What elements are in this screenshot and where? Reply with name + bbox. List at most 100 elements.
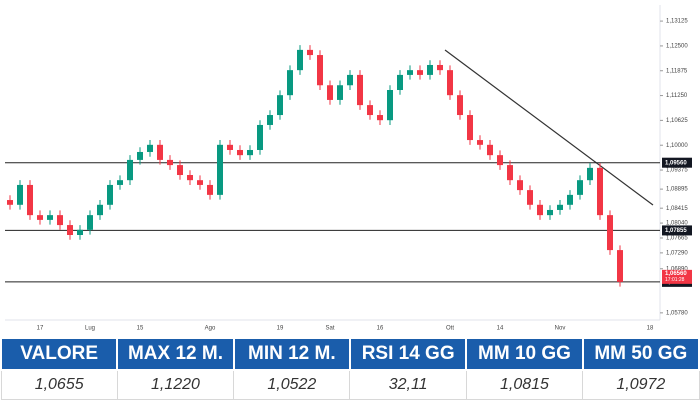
- x-tick-label: 19: [277, 326, 284, 332]
- candle-body: [267, 115, 273, 125]
- y-tick-label: 1,07665: [666, 236, 688, 242]
- candle-body: [437, 64, 443, 71]
- candle-body: [87, 215, 93, 230]
- x-tick-label: 15: [137, 326, 144, 332]
- x-tick-label: Ott: [446, 326, 454, 332]
- candle-body: [477, 140, 483, 145]
- y-tick-label: 1,13125: [666, 19, 688, 25]
- value-cell: 1,0655: [0, 369, 118, 400]
- candle-body: [57, 215, 63, 226]
- candle-body: [67, 225, 73, 235]
- candle-body: [117, 180, 123, 185]
- candle-body: [317, 55, 323, 86]
- header-cell: VALORE: [0, 337, 119, 371]
- chart: 1,13125 1,12500 1,11875 1,11250 1,10625 1,100…: [5, 5, 692, 332]
- candle-body: [17, 184, 23, 205]
- level-tag: [662, 157, 692, 168]
- candle-body: [197, 180, 203, 185]
- candle-body: [257, 124, 263, 150]
- candle-body: [167, 159, 173, 166]
- candle-body: [527, 190, 533, 205]
- candle-body: [247, 149, 253, 156]
- candle-body: [607, 215, 613, 251]
- y-tick-label: 1,11875: [666, 68, 688, 74]
- level-tag: [662, 225, 692, 236]
- candle-body: [207, 184, 213, 195]
- candle-body: [77, 229, 83, 235]
- candle-body: [27, 184, 33, 216]
- header-row: VALORE MAX 12 M. MIN 12 M. RSI 14 GG MM …: [0, 337, 700, 371]
- candle-body: [427, 64, 433, 75]
- candle-body: [297, 49, 303, 71]
- level-label: 1,09560: [665, 160, 687, 166]
- candle-body: [47, 215, 53, 220]
- candle-body: [447, 70, 453, 96]
- candle-body: [597, 167, 603, 216]
- candle-body: [497, 155, 503, 166]
- candle-body: [507, 165, 513, 181]
- candle-body: [37, 215, 43, 220]
- y-tick-label: 1,08040: [666, 221, 688, 227]
- y-tick-label: 1,10000: [666, 143, 688, 149]
- candle-body: [467, 115, 473, 141]
- candle-body: [367, 105, 373, 116]
- candle-body: [287, 70, 293, 96]
- y-tick-label: 1,07290: [666, 250, 688, 256]
- header-cell: RSI 14 GG: [348, 337, 468, 371]
- candle-body: [567, 194, 573, 205]
- candle-body: [347, 74, 353, 86]
- y-tick-label: 1,05780: [666, 310, 688, 316]
- trend-line: [444, 49, 654, 206]
- candle-body: [177, 165, 183, 176]
- x-tick-label: Nov: [555, 326, 566, 332]
- value-row: 1,0655 1,1220 1,0522 32,11 1,0815 1,0972: [0, 369, 700, 400]
- candle-body: [107, 184, 113, 205]
- x-tick-label: 17: [37, 326, 44, 332]
- value-cell: 32,11: [349, 369, 467, 400]
- y-tick-label: 1,09375: [666, 168, 688, 174]
- candle-body: [187, 175, 193, 181]
- candle-body: [327, 85, 333, 100]
- countdown: 17:01:28: [665, 277, 685, 283]
- candle-body: [7, 200, 13, 205]
- candle-body: [547, 209, 553, 216]
- candle-body: [387, 90, 393, 121]
- y-tick-label: 1,08895: [666, 187, 688, 193]
- value-cell: 1,0522: [233, 369, 351, 400]
- value-cell: 1,0815: [465, 369, 584, 400]
- x-tick-label: Lug: [85, 326, 95, 332]
- candle-body: [337, 85, 343, 100]
- candle-body: [407, 70, 413, 75]
- candle-body: [487, 144, 493, 156]
- y-tick-label: 1,11250: [666, 93, 688, 99]
- header-cell: MIN 12 M.: [232, 337, 351, 371]
- candle-body: [307, 49, 313, 56]
- header-cell: MAX 12 M.: [116, 337, 235, 371]
- candle-body: [537, 204, 543, 216]
- candle-body: [217, 144, 223, 195]
- header-cell: MM 10 GG: [465, 337, 584, 371]
- last-price-tag: [662, 269, 692, 284]
- candle-body: [617, 250, 623, 282]
- candle-body: [227, 144, 233, 150]
- candle-body: [587, 167, 593, 181]
- candle-body: [517, 180, 523, 191]
- x-tick-label: Sat: [325, 326, 334, 332]
- candle-body: [277, 95, 283, 116]
- value-cell: 1,1220: [116, 369, 235, 400]
- x-tick-label: 16: [377, 326, 384, 332]
- candle-body: [127, 159, 133, 181]
- level-label: 1,07855: [665, 228, 687, 234]
- candle-body: [457, 95, 463, 116]
- header-cell: MM 50 GG: [581, 337, 700, 371]
- last-price-label: 1,06560: [665, 271, 687, 277]
- stats-table: VALORE MAX 12 M. MIN 12 M. RSI 14 GG MM …: [0, 337, 700, 400]
- candle-body: [237, 149, 243, 156]
- y-tick-label: 1,06890: [666, 266, 688, 272]
- x-tick-label: Ago: [205, 326, 216, 332]
- candle-body: [147, 144, 153, 152]
- candle-body: [137, 151, 143, 160]
- candle-body: [97, 204, 103, 216]
- candle-body: [357, 74, 363, 106]
